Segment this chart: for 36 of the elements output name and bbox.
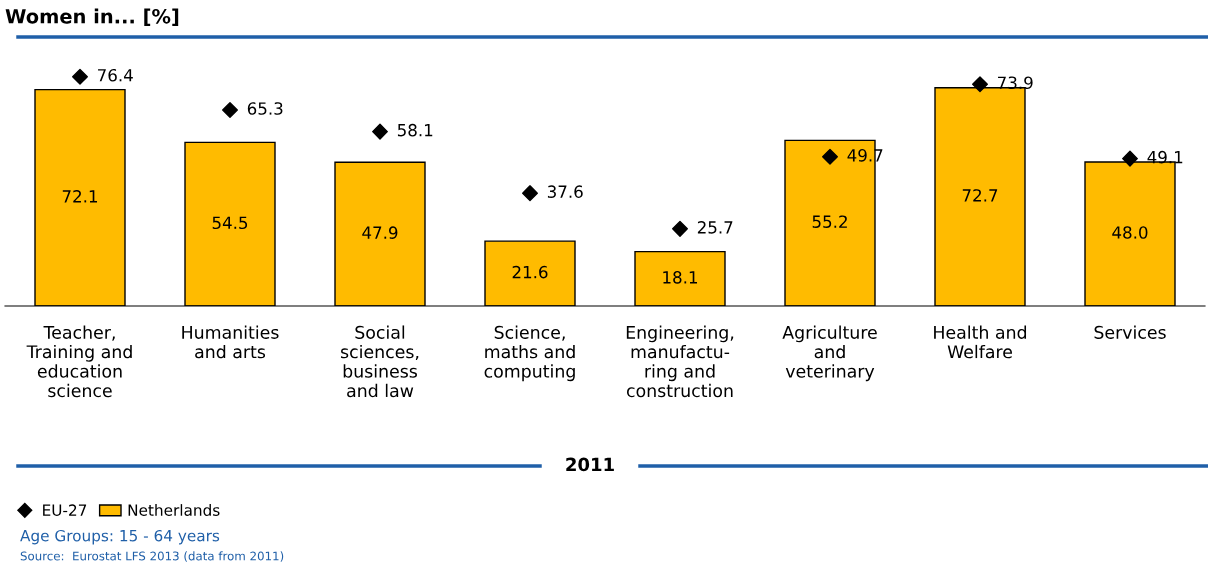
data-label: 48.0	[1112, 226, 1148, 239]
point	[372, 123, 388, 140]
legend-label: EU-27	[43, 504, 87, 516]
data-label: 25.7	[697, 221, 733, 234]
data-label: 72.7	[962, 189, 998, 202]
data-label: 54.5	[212, 216, 248, 230]
data-label: 58.1	[397, 123, 433, 137]
data-label: 72.1	[62, 190, 98, 203]
data-label: 49.1	[1147, 150, 1183, 164]
data-label: 65.3	[247, 102, 283, 115]
point	[972, 76, 988, 93]
x-tick-label: Science, maths and computing	[484, 325, 575, 382]
x-tick-label: Health and Welfare	[934, 325, 1027, 359]
data-label: 18.1	[663, 271, 698, 284]
source-note: Source: Eurostat LFS 2013 (data from 2011)	[20, 551, 284, 562]
x-tick-label: Agriculture and veterinary	[782, 325, 877, 382]
data-label: 47.9	[362, 226, 398, 239]
point	[72, 68, 88, 85]
text: 2011	[566, 457, 614, 472]
x-tick-label: Teacher, Training and education science	[26, 325, 132, 398]
point	[822, 148, 838, 165]
legend-label: Netherlands	[128, 504, 220, 516]
x-tick-label: Engineering, manufactu- ring and construction	[626, 325, 734, 398]
chart-title: Women in... [%]	[5, 8, 179, 26]
data-label: 55.2	[812, 215, 847, 228]
text: Age Groups: 15 - 64 years	[20, 529, 220, 545]
x-tick-label: Services	[1094, 325, 1166, 339]
data-label: 37.6	[547, 185, 583, 198]
point	[522, 185, 538, 202]
point	[672, 220, 688, 237]
point	[222, 102, 238, 118]
x-tick-label: Social sciences, business and law	[341, 325, 419, 398]
data-label: 76.4	[98, 68, 133, 82]
data-label: 21.6	[512, 265, 548, 279]
point	[1122, 150, 1138, 167]
x-tick-label: Humanities and arts	[182, 325, 279, 359]
